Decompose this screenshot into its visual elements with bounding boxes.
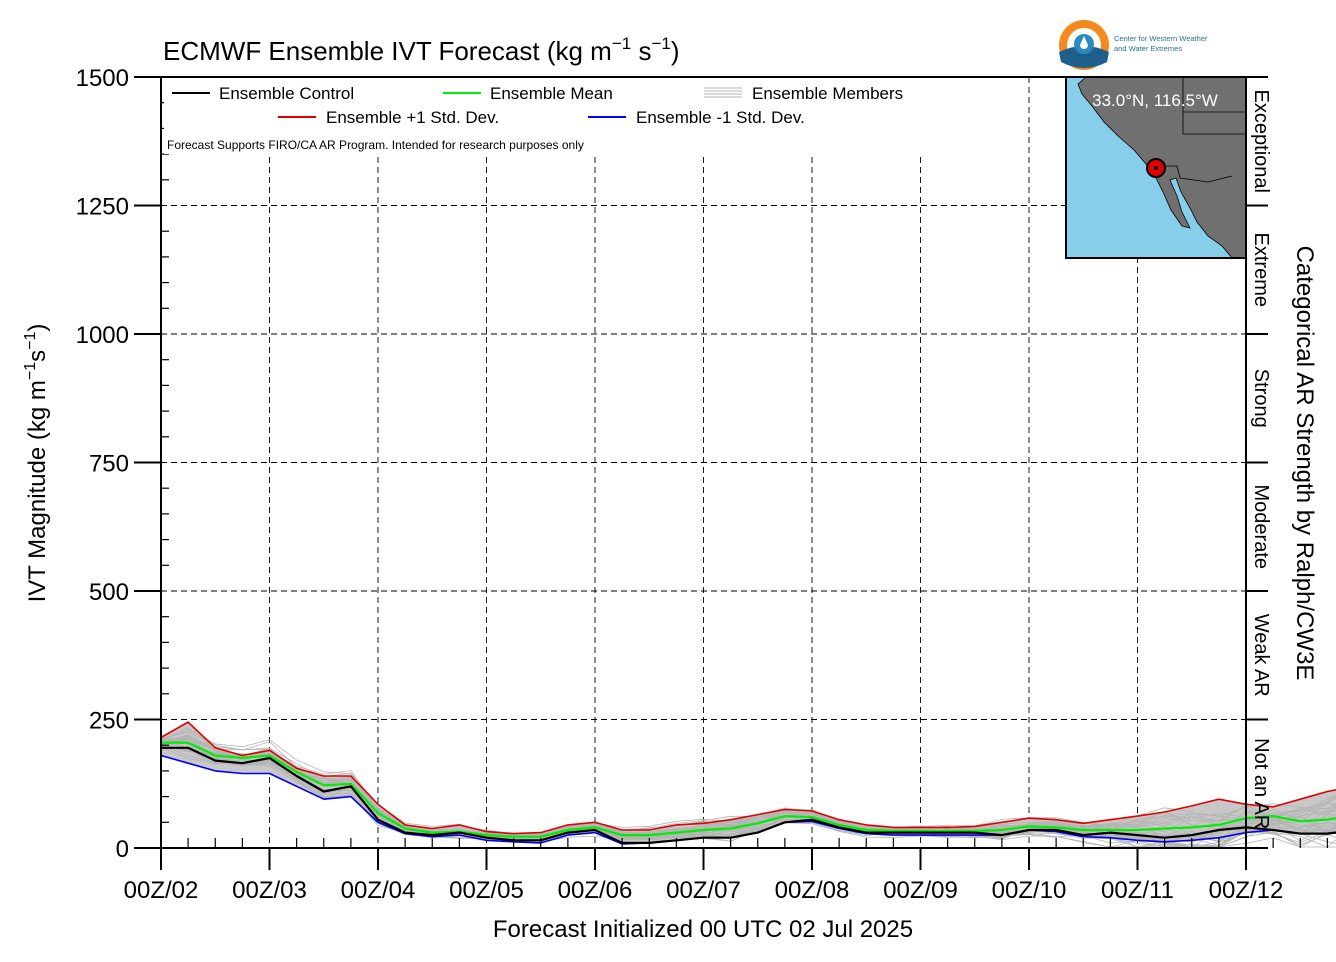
x-tick-label: 00Z/05 — [449, 877, 524, 904]
logo-text-line1: Center for Western Weather — [1114, 34, 1208, 43]
y-tick-label: 1250 — [76, 194, 129, 221]
y-tick-label: 250 — [89, 708, 129, 735]
logo-waves-icon — [1059, 46, 1109, 68]
ar-category-label: Moderate — [1250, 485, 1272, 570]
map-border-lines — [1150, 77, 1246, 183]
ar-category-label: Exceptional — [1250, 90, 1272, 193]
series-line-mean — [161, 741, 1336, 838]
x-tick-label: 00Z/06 — [558, 877, 633, 904]
y-tick-label: 1500 — [76, 65, 129, 92]
grid-lines — [161, 77, 1246, 848]
x-tick-label: 00Z/09 — [883, 877, 958, 904]
x-tick-labels: 00Z/02 00Z/03 00Z/04 00Z/05 00Z/06 00Z/07 00Z/… — [124, 877, 1284, 904]
series-line-control — [161, 746, 1336, 844]
x-tick-label: 00Z/03 — [232, 877, 307, 904]
legend: Ensemble Control Ensemble Mean Ensemble … — [167, 84, 903, 152]
legend-mean-label: Ensemble Mean — [490, 84, 613, 103]
ar-category-labels: Not an AR Weak AR Moderate Strong Extreme Exc… — [1250, 90, 1272, 830]
ensemble-member-line — [160, 738, 1336, 848]
ar-category-label: Not an AR — [1250, 738, 1272, 829]
logo-text-line2: and Water Extremes — [1114, 44, 1182, 53]
x-tick-label: 00Z/11 — [1101, 877, 1174, 904]
x-tick-label: 00Z/12 — [1209, 877, 1284, 904]
ar-category-label: Weak AR — [1250, 614, 1272, 697]
logo-drop-highlight — [1080, 36, 1088, 49]
y-tick-label: 500 — [89, 579, 129, 606]
legend-members-label: Ensemble Members — [752, 84, 903, 103]
map-frame — [1065, 76, 1247, 259]
y-axis-label: IVT Magnitude (kg m−1s−1) — [22, 324, 51, 603]
x-tick-label: 00Z/07 — [666, 877, 741, 904]
x-axis-label: Forecast Initialized 00 UTC 02 Jul 2025 — [493, 916, 913, 943]
right-axis-label: Categorical AR Strength by Ralph/CW3E — [1291, 246, 1318, 681]
x-tick-label: 00Z/04 — [341, 877, 416, 904]
ar-category-label: Extreme — [1250, 233, 1272, 307]
legend-minus-label: Ensemble -1 Std. Dev. — [636, 108, 805, 127]
y-tick-label: 1000 — [76, 322, 129, 349]
series-line-minus — [160, 754, 1336, 845]
ar-category-label: Strong — [1250, 369, 1272, 428]
series-line-plus — [160, 721, 1336, 835]
y-tick-label: 0 — [116, 836, 129, 863]
legend-control-label: Ensemble Control — [219, 84, 354, 103]
x-tick-label: 00Z/08 — [775, 877, 850, 904]
x-tick-label: 00Z/02 — [124, 877, 199, 904]
legend-members-swatch — [704, 87, 742, 98]
location-map-inset: 33.0°N, 116.5°W — [1065, 76, 1247, 259]
chart-title: ECMWF Ensemble IVT Forecast (kg m−1 s−1) — [163, 34, 680, 66]
disclaimer-note: Forecast Supports FIRO/CA AR Program. In… — [167, 138, 584, 152]
map-location-label: 33.0°N, 116.5°W — [1092, 91, 1218, 110]
cw3e-logo: Center for Western Weather and Water Ext… — [1059, 20, 1208, 70]
legend-plus-label: Ensemble +1 Std. Dev. — [326, 108, 499, 127]
location-marker-center — [1154, 166, 1158, 170]
series-lines — [160, 721, 1336, 845]
y-tick-label: 750 — [89, 451, 129, 478]
y-tick-labels: 0 250 500 750 1000 1250 1500 — [76, 65, 129, 863]
x-tick-label: 00Z/10 — [992, 877, 1067, 904]
